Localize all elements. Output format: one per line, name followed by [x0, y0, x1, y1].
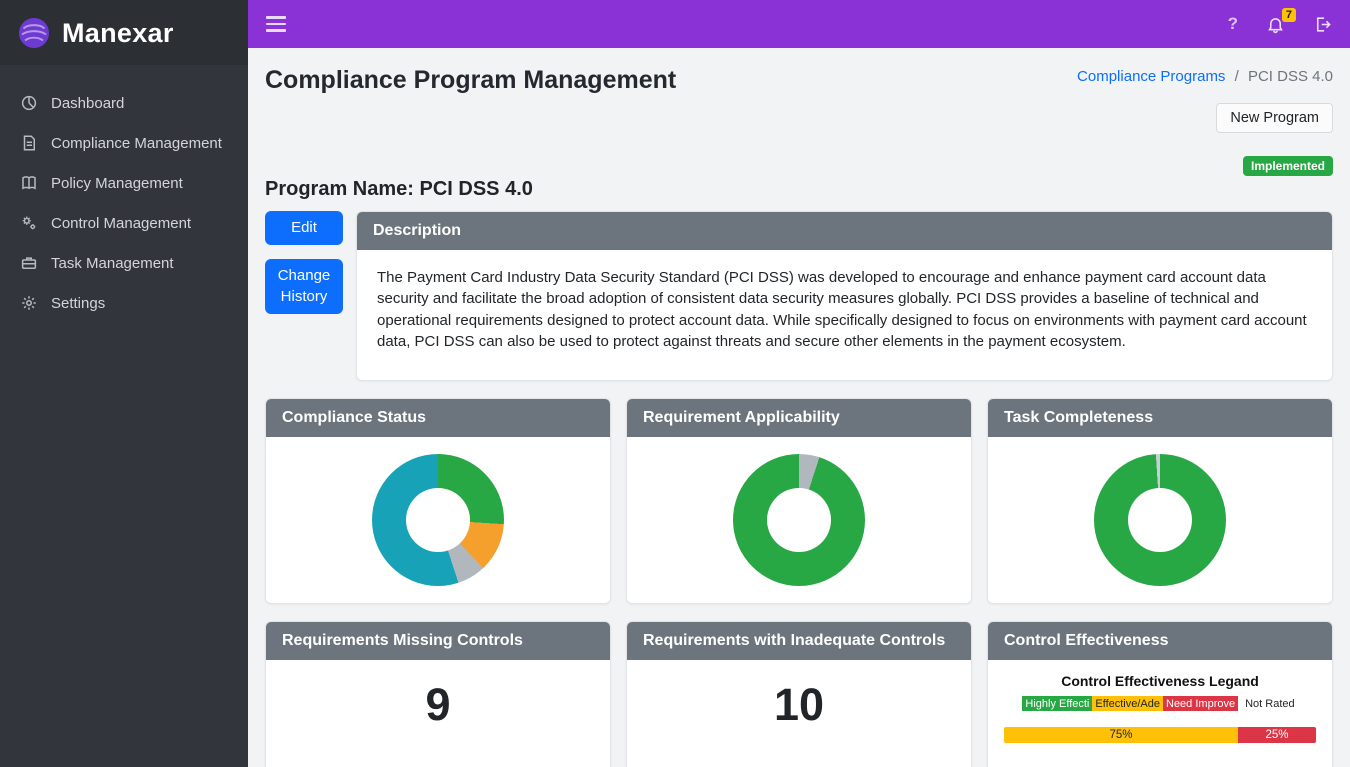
sidebar-item-label: Settings	[51, 294, 106, 312]
effectiveness-legend: Highly Effecti Effective/Ade Need Improv…	[1004, 696, 1316, 712]
sidebar-item-label: Policy Management	[51, 174, 183, 192]
legend-chip-not-rated: Not Rated	[1245, 697, 1295, 710]
task-completeness-donut-chart	[1094, 454, 1226, 587]
sidebar-nav: Dashboard Compliance Management Policy M…	[0, 65, 248, 323]
requirements-missing-controls-title: Requirements Missing Controls	[266, 622, 610, 661]
notifications-bell-icon[interactable]: 7	[1266, 7, 1296, 34]
description-card: Description The Payment Card Industry Da…	[356, 211, 1333, 382]
logout-icon[interactable]	[1313, 15, 1332, 34]
legend-chip-highly-effective: Highly Effecti	[1022, 696, 1093, 712]
effectiveness-bar-segment: 25%	[1238, 727, 1316, 744]
control-effectiveness-card: Control Effectiveness Control Effectiven…	[987, 621, 1333, 767]
effectiveness-legend-title: Control Effectiveness Legand	[1061, 673, 1259, 690]
sidebar-item-settings[interactable]: Settings	[0, 283, 248, 323]
main-area: ? 7 Compliance Program Management Compli…	[248, 0, 1350, 767]
sidebar-item-label: Control Management	[51, 214, 192, 232]
policy-icon	[20, 174, 38, 192]
effectiveness-bar-segment: 75%	[1004, 727, 1238, 744]
sidebar-item-task-management[interactable]: Task Management	[0, 243, 248, 283]
brand-logo-icon	[16, 15, 52, 51]
new-program-button[interactable]: New Program	[1216, 103, 1333, 133]
inadequate-controls-count: 10	[773, 679, 825, 731]
requirement-applicability-card: Requirement Applicability	[626, 398, 972, 605]
dashboard-icon	[20, 94, 38, 112]
notification-count-badge: 7	[1281, 7, 1296, 22]
breadcrumb: Compliance Programs / PCI DSS 4.0	[1077, 60, 1333, 85]
task-icon	[20, 254, 38, 272]
sidebar-item-control-management[interactable]: Control Management	[0, 203, 248, 243]
requirements-inadequate-controls-card: Requirements with Inadequate Controls 10	[626, 621, 972, 767]
effectiveness-stacked-bar-chart: 75% 25%	[1004, 727, 1316, 744]
edit-button[interactable]: Edit	[265, 211, 343, 246]
task-completeness-card: Task Completeness	[987, 398, 1333, 605]
content-area: Compliance Program Management Compliance…	[248, 48, 1350, 767]
status-badge: Implemented	[1242, 156, 1333, 176]
topbar: ? 7	[248, 0, 1350, 48]
sidebar: Manexar Dashboard Compliance Management …	[0, 0, 248, 767]
description-text: The Payment Card Industry Data Security …	[377, 269, 1307, 350]
sidebar-item-compliance-management[interactable]: Compliance Management	[0, 123, 248, 163]
sidebar-item-label: Task Management	[51, 254, 174, 272]
control-icon	[20, 214, 38, 232]
page-title: Compliance Program Management	[265, 66, 677, 94]
compliance-status-donut-chart	[372, 454, 504, 587]
description-card-title: Description	[357, 212, 1332, 250]
legend-chip-effective-adequate: Effective/Ade	[1092, 696, 1163, 712]
breadcrumb-current: PCI DSS 4.0	[1247, 68, 1333, 85]
sidebar-item-policy-management[interactable]: Policy Management	[0, 163, 248, 203]
compliance-icon	[20, 134, 38, 152]
brand-name: Manexar	[62, 17, 174, 48]
settings-icon	[20, 294, 38, 312]
menu-toggle-icon[interactable]	[266, 16, 286, 32]
missing-controls-count: 9	[425, 679, 451, 731]
help-icon[interactable]: ?	[1227, 14, 1238, 33]
breadcrumb-link-compliance-programs[interactable]: Compliance Programs	[1077, 68, 1226, 85]
requirements-missing-controls-card: Requirements Missing Controls 9	[265, 621, 611, 767]
legend-chip-needs-improvement: Need Improve	[1163, 696, 1239, 712]
change-history-button[interactable]: Change History	[265, 259, 343, 314]
sidebar-item-dashboard[interactable]: Dashboard	[0, 83, 248, 123]
requirement-applicability-donut-chart	[733, 454, 865, 587]
compliance-status-card: Compliance Status	[265, 398, 611, 605]
requirement-applicability-card-title: Requirement Applicability	[627, 399, 971, 438]
control-effectiveness-card-title: Control Effectiveness	[988, 622, 1332, 661]
program-name-heading: Program Name: PCI DSS 4.0	[265, 178, 533, 200]
compliance-status-card-title: Compliance Status	[266, 399, 610, 438]
requirements-inadequate-controls-title: Requirements with Inadequate Controls	[627, 622, 971, 661]
sidebar-item-label: Dashboard	[51, 94, 125, 112]
task-completeness-card-title: Task Completeness	[988, 399, 1332, 438]
sidebar-item-label: Compliance Management	[51, 134, 222, 152]
breadcrumb-separator: /	[1234, 68, 1239, 85]
brand[interactable]: Manexar	[0, 0, 248, 65]
